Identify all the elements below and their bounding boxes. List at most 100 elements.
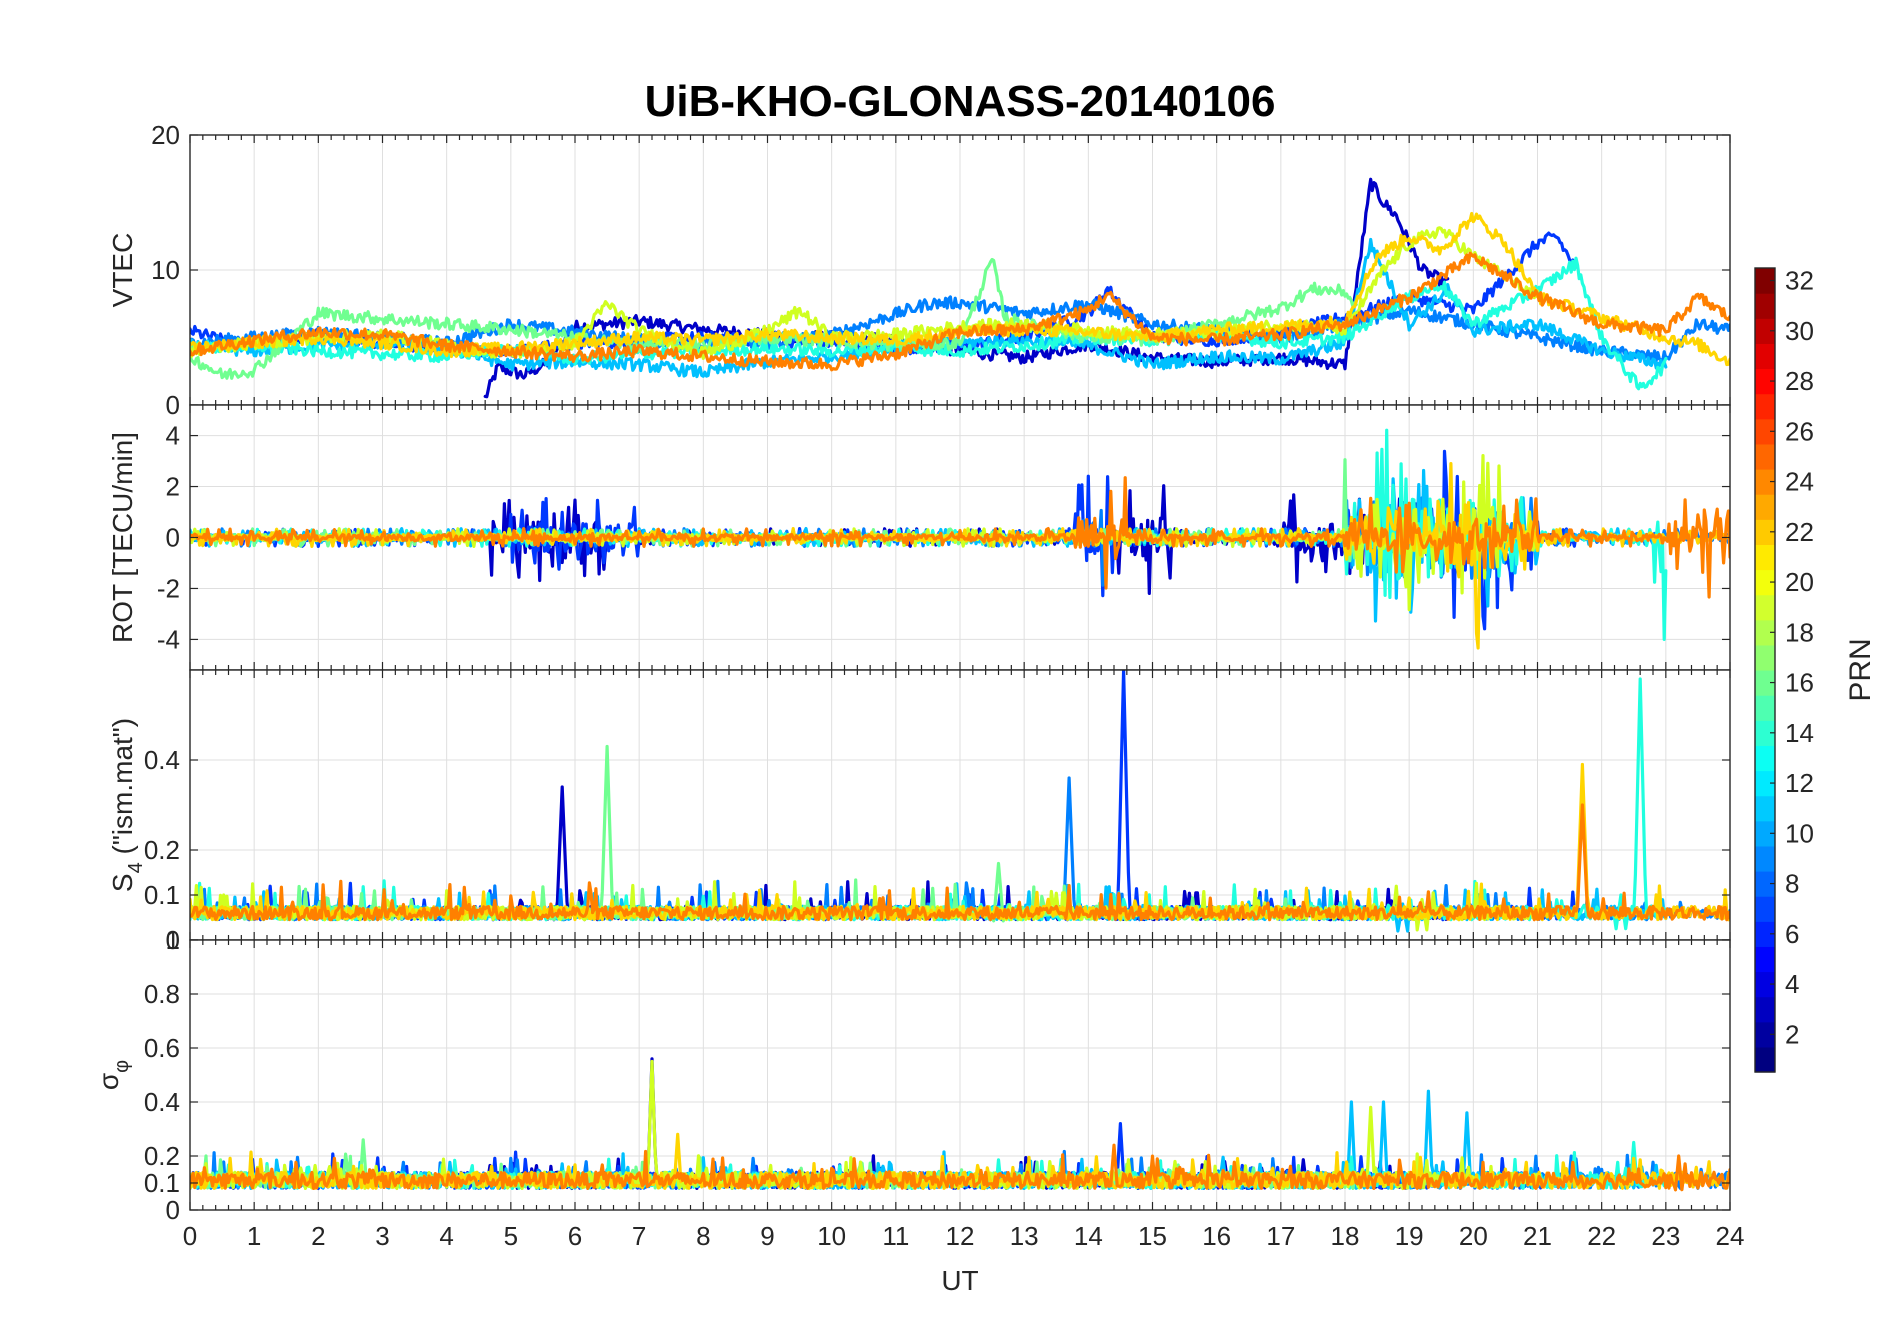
colorbar-segment <box>1755 368 1775 395</box>
colorbar-tick-label: 16 <box>1785 668 1814 698</box>
x-tick-label: 17 <box>1266 1221 1295 1251</box>
y-tick-label: -2 <box>157 573 180 603</box>
series-line-prn-23 <box>190 476 1730 599</box>
y-tick-label: 0 <box>166 390 180 420</box>
y-axis-label: σφ <box>93 1060 133 1090</box>
colorbar-segment <box>1755 418 1775 445</box>
colorbar-segment <box>1755 318 1775 344</box>
x-tick-label: 1 <box>247 1221 261 1251</box>
x-tick-label: 4 <box>439 1221 453 1251</box>
y-axis-label-rest: ("ism.mat") <box>107 718 138 862</box>
colorbar-segment <box>1755 1021 1775 1048</box>
panel-vtec: 0 10 20 VTEC <box>107 120 1731 420</box>
colorbar-segment <box>1755 670 1775 696</box>
y-tick-label: 2 <box>166 472 180 502</box>
colorbar-tick-label: 28 <box>1785 366 1814 396</box>
y-axis-label: VTEC <box>107 233 138 308</box>
y-tick-label: 0 <box>166 1195 180 1225</box>
x-tick-label: 19 <box>1395 1221 1424 1251</box>
colorbar-segment <box>1755 896 1775 922</box>
series-line-prn-23 <box>190 803 1730 922</box>
colorbar-segment <box>1755 343 1775 370</box>
colorbar-segment <box>1755 921 1775 947</box>
x-tick-label: 5 <box>504 1221 518 1251</box>
panel-rot: -4 -2 0 2 4 ROT [TECU/min] <box>107 404 1731 671</box>
colorbar-segment <box>1755 795 1775 822</box>
colorbar-tick-label: 10 <box>1785 818 1814 848</box>
y-axis-label-subscript: φ <box>111 1060 133 1073</box>
x-tick-label: 12 <box>946 1221 975 1251</box>
colorbar-tick-label: 12 <box>1785 768 1814 798</box>
series-group <box>190 1057 1730 1192</box>
x-tick-label: 0 <box>183 1221 197 1251</box>
y-tick-label: 1 <box>166 925 180 955</box>
y-axis-label-main: S <box>107 873 138 892</box>
colorbar-tick-label: 4 <box>1785 969 1799 999</box>
colorbar-frame <box>1754 267 1776 1073</box>
colorbar-segment <box>1755 770 1775 797</box>
x-axis: 0 1 2 3 4 5 6 7 8 9 10 11 12 13 14 15 16 17 18 19 20 21 22 23 24 <box>183 1221 1745 1251</box>
colorbar-segment <box>1755 494 1775 520</box>
y-axis-label-main: σ <box>93 1073 124 1090</box>
y-axis-label: ROT [TECU/min] <box>107 432 138 643</box>
y-tick-label: 20 <box>151 120 180 150</box>
x-tick-label: 13 <box>1010 1221 1039 1251</box>
x-tick-label: 7 <box>632 1221 646 1251</box>
colorbar-tick-label: 22 <box>1785 517 1814 547</box>
y-tick-label: -4 <box>157 624 180 654</box>
colorbar-segment <box>1755 293 1775 319</box>
series-group <box>190 670 1730 933</box>
x-tick-label: 10 <box>817 1221 846 1251</box>
y-tick-label: 0.1 <box>144 880 180 910</box>
colorbar-segment <box>1755 946 1775 973</box>
y-tick-label: 0.2 <box>144 1141 180 1171</box>
colorbar-segment <box>1755 469 1775 495</box>
colorbar-segment <box>1755 644 1775 671</box>
y-tick-label: 0.6 <box>144 1033 180 1063</box>
colorbar-tick-label: 14 <box>1785 718 1814 748</box>
x-tick-label: 18 <box>1331 1221 1360 1251</box>
y-tick-label: 0.2 <box>144 835 180 865</box>
colorbar-segment <box>1755 544 1775 571</box>
x-tick-label: 6 <box>568 1221 582 1251</box>
x-tick-label: 9 <box>760 1221 774 1251</box>
colorbar-segment <box>1755 996 1775 1023</box>
y-tick-label: 0 <box>166 925 180 955</box>
x-tick-label: 23 <box>1651 1221 1680 1251</box>
series-line-prn-8 <box>190 295 1730 364</box>
x-tick-label: 16 <box>1202 1221 1231 1251</box>
colorbar-segment <box>1755 594 1775 621</box>
y-tick-label: 0.4 <box>144 1087 180 1117</box>
colorbar-tick-label: 18 <box>1785 617 1814 647</box>
colorbar-tick-label: 8 <box>1785 869 1799 899</box>
x-tick-label: 21 <box>1523 1221 1552 1251</box>
chart-title: UiB-KHO-GLONASS-20140106 <box>645 77 1276 126</box>
colorbar-segment <box>1755 871 1775 897</box>
colorbar-segment <box>1755 443 1775 470</box>
colorbar-segment <box>1755 971 1775 998</box>
colorbar-segment <box>1755 820 1775 847</box>
colorbar-tick-label: 2 <box>1785 1019 1799 1049</box>
colorbar-tick-label: 6 <box>1785 919 1799 949</box>
y-tick-label: 4 <box>166 421 180 451</box>
colorbar-segment <box>1755 569 1775 596</box>
colorbar-segment <box>1755 519 1775 545</box>
x-tick-label: 11 <box>882 1221 909 1251</box>
colorbar-tick-label: 20 <box>1785 567 1814 597</box>
colorbar-segment <box>1755 619 1775 646</box>
x-tick-label: 3 <box>375 1221 389 1251</box>
colorbar-tick-label: 30 <box>1785 316 1814 346</box>
colorbar-segment <box>1755 845 1775 872</box>
y-tick-label: 0.4 <box>144 745 180 775</box>
x-tick-label: 15 <box>1138 1221 1167 1251</box>
y-tick-label: 0.1 <box>144 1168 180 1198</box>
y-axis-label-subscript: 4 <box>125 862 147 873</box>
y-tick-label: 0 <box>166 523 180 553</box>
x-tick-label: 8 <box>696 1221 710 1251</box>
x-tick-label: 20 <box>1459 1221 1488 1251</box>
x-tick-label: 24 <box>1716 1221 1745 1251</box>
series-line-prn-23 <box>190 1143 1730 1192</box>
